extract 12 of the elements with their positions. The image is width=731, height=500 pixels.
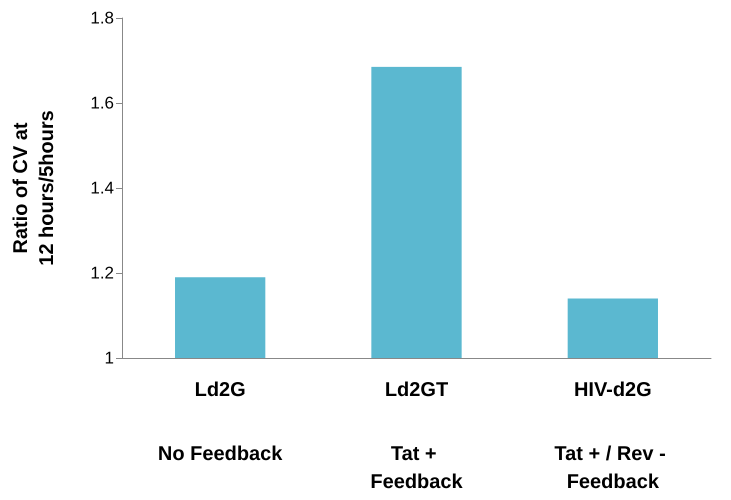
y-tick-label: 1.6 xyxy=(90,94,114,112)
x-tick-label: Ld2G xyxy=(194,379,246,401)
y-tick-label: 1.4 xyxy=(90,178,114,198)
y-tick-label: 1 xyxy=(104,348,114,368)
text: Tat + / Rev - Feedback xyxy=(554,443,672,493)
text: No Feedback xyxy=(158,443,284,465)
x-tick-label: Ld2GT xyxy=(384,379,448,401)
y-tick-label: 1.2 xyxy=(90,264,114,282)
text: Tat + Feedback xyxy=(370,443,464,493)
y-tick-label: 1.8 xyxy=(90,8,114,28)
x-tick-label: HIV-d2G xyxy=(574,379,652,401)
y-axis-title: Ratio of CV at 12 hours/5hours xyxy=(10,110,58,266)
